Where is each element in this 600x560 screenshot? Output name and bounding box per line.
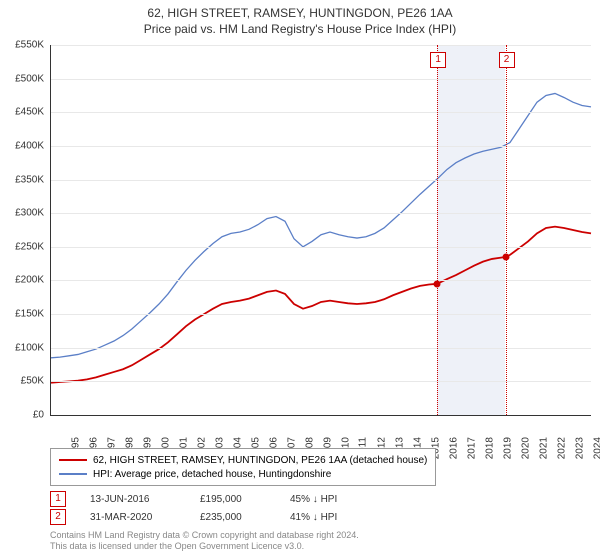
sales-date-1: 13-JUN-2016 bbox=[90, 494, 200, 505]
x-axis-label: 2022 bbox=[556, 437, 567, 459]
gridline bbox=[51, 280, 591, 281]
y-axis-label: £150K bbox=[4, 309, 44, 320]
x-axis-label: 2023 bbox=[574, 437, 585, 459]
series-property bbox=[51, 227, 591, 383]
gridline bbox=[51, 112, 591, 113]
chart-area: 12 £0£50K£100K£150K£200K£250K£300K£350K£… bbox=[50, 45, 590, 435]
legend-label-hpi: HPI: Average price, detached house, Hunt… bbox=[93, 469, 331, 480]
y-axis-label: £200K bbox=[4, 275, 44, 286]
x-axis-label: 2021 bbox=[538, 437, 549, 459]
x-axis-label: 2020 bbox=[520, 437, 531, 459]
gridline bbox=[51, 247, 591, 248]
annotation-marker: 1 bbox=[430, 52, 446, 68]
gridline bbox=[51, 146, 591, 147]
sales-row-2: 2 31-MAR-2020 £235,000 41% ↓ HPI bbox=[50, 508, 400, 526]
sales-marker-1: 1 bbox=[50, 491, 66, 507]
annotation-marker: 2 bbox=[499, 52, 515, 68]
sale-vline bbox=[506, 45, 507, 415]
gridline bbox=[51, 45, 591, 46]
line-series-svg bbox=[51, 45, 591, 415]
sales-table: 1 13-JUN-2016 £195,000 45% ↓ HPI 2 31-MA… bbox=[50, 490, 400, 526]
legend-item-property: 62, HIGH STREET, RAMSEY, HUNTINGDON, PE2… bbox=[59, 453, 427, 467]
gridline bbox=[51, 314, 591, 315]
sales-price-1: £195,000 bbox=[200, 494, 290, 505]
y-axis-label: £400K bbox=[4, 140, 44, 151]
gridline bbox=[51, 348, 591, 349]
y-axis-label: £450K bbox=[4, 107, 44, 118]
y-axis-label: £550K bbox=[4, 40, 44, 51]
y-axis-label: £350K bbox=[4, 174, 44, 185]
sales-date-2: 31-MAR-2020 bbox=[90, 512, 200, 523]
y-axis-label: £100K bbox=[4, 342, 44, 353]
plot-region: 12 bbox=[50, 45, 591, 416]
chart-title: 62, HIGH STREET, RAMSEY, HUNTINGDON, PE2… bbox=[0, 6, 600, 20]
legend-item-hpi: HPI: Average price, detached house, Hunt… bbox=[59, 467, 427, 481]
legend-swatch-property bbox=[59, 459, 87, 461]
chart-container: 62, HIGH STREET, RAMSEY, HUNTINGDON, PE2… bbox=[0, 0, 600, 560]
gridline bbox=[51, 180, 591, 181]
legend: 62, HIGH STREET, RAMSEY, HUNTINGDON, PE2… bbox=[50, 448, 436, 486]
sale-point bbox=[502, 253, 509, 260]
sale-vline bbox=[437, 45, 438, 415]
sales-marker-2: 2 bbox=[50, 509, 66, 525]
sales-price-2: £235,000 bbox=[200, 512, 290, 523]
x-axis-label: 2018 bbox=[484, 437, 495, 459]
gridline bbox=[51, 381, 591, 382]
title-block: 62, HIGH STREET, RAMSEY, HUNTINGDON, PE2… bbox=[0, 0, 600, 36]
sales-row-1: 1 13-JUN-2016 £195,000 45% ↓ HPI bbox=[50, 490, 400, 508]
gridline bbox=[51, 213, 591, 214]
legend-swatch-hpi bbox=[59, 473, 87, 475]
y-axis-label: £250K bbox=[4, 241, 44, 252]
sales-diff-2: 41% ↓ HPI bbox=[290, 512, 400, 523]
sales-diff-1: 45% ↓ HPI bbox=[290, 494, 400, 505]
footer-line1: Contains HM Land Registry data © Crown c… bbox=[50, 530, 359, 541]
footer: Contains HM Land Registry data © Crown c… bbox=[50, 530, 359, 552]
y-axis-label: £500K bbox=[4, 73, 44, 84]
x-axis-label: 2024 bbox=[592, 437, 600, 459]
series-hpi bbox=[51, 93, 591, 357]
y-axis-label: £0 bbox=[4, 410, 44, 421]
x-axis-label: 2016 bbox=[448, 437, 459, 459]
y-axis-label: £300K bbox=[4, 208, 44, 219]
chart-subtitle: Price paid vs. HM Land Registry's House … bbox=[0, 22, 600, 36]
gridline bbox=[51, 79, 591, 80]
x-axis-label: 2017 bbox=[466, 437, 477, 459]
y-axis-label: £50K bbox=[4, 376, 44, 387]
sale-point bbox=[434, 280, 441, 287]
legend-label-property: 62, HIGH STREET, RAMSEY, HUNTINGDON, PE2… bbox=[93, 455, 427, 466]
footer-line2: This data is licensed under the Open Gov… bbox=[50, 541, 359, 552]
x-axis-label: 2019 bbox=[502, 437, 513, 459]
